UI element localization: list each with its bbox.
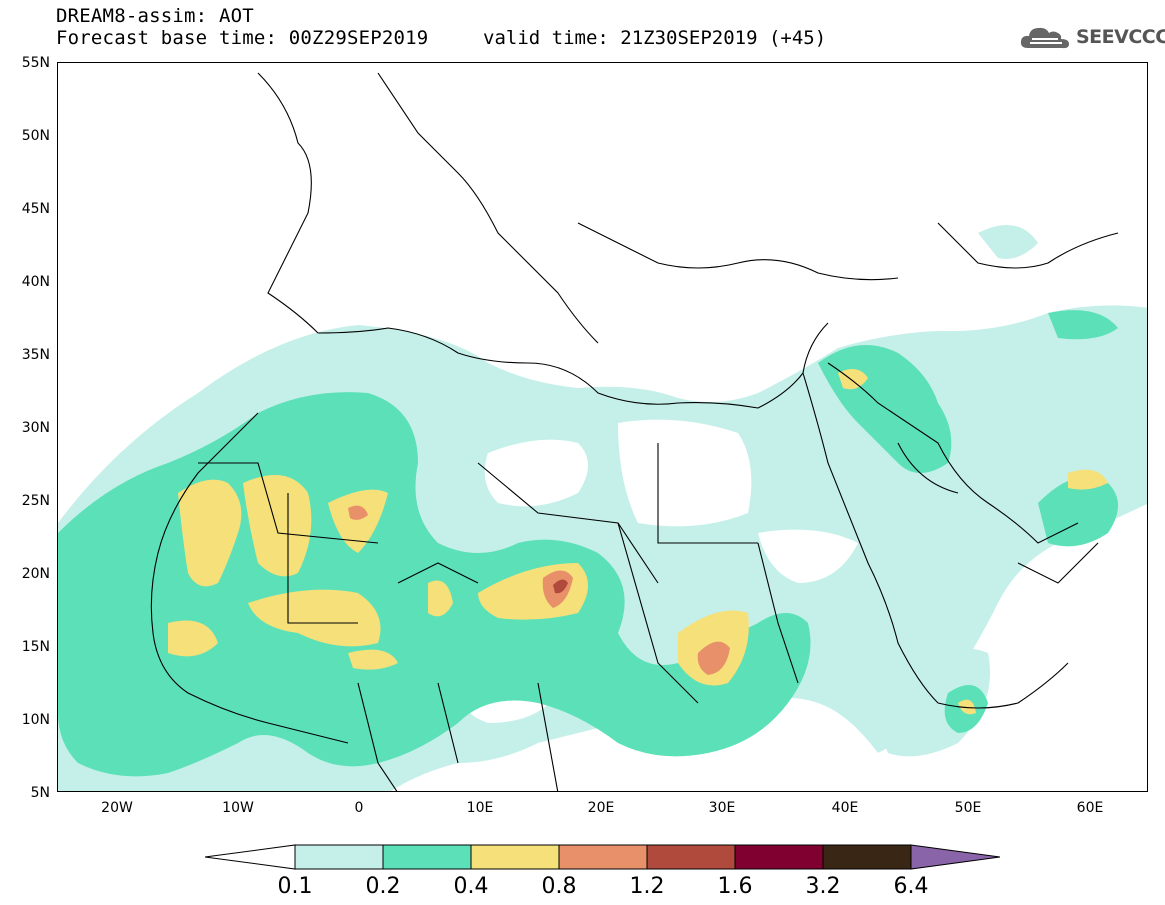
valid-time: valid time: 21Z30SEP2019 (+45) [483, 27, 827, 49]
colorbar-swatch [470, 844, 560, 870]
cloud-icon [1020, 27, 1069, 49]
lon-label: 50E [954, 800, 982, 816]
coastlines [150, 72, 1119, 791]
colorbar-high-arrow [910, 844, 1000, 870]
logo-text: SEEVCCC [1076, 26, 1165, 48]
colorbar-swatch [294, 844, 384, 870]
map-canvas [58, 72, 1147, 791]
colorbar-swatch [646, 844, 736, 870]
colorbar-label: 1.2 [629, 874, 665, 899]
lat-label: 15N [21, 639, 50, 655]
lat-label: 45N [21, 201, 50, 217]
colorbar-label: 3.2 [805, 874, 841, 899]
map-title: DREAM8-assim: AOT [56, 5, 254, 27]
colorbar-swatch [822, 844, 912, 870]
lat-label: 20N [21, 566, 50, 582]
lon-label: 10E [466, 800, 494, 816]
lon-label: 60E [1076, 800, 1104, 816]
colorbar-label: 0.4 [453, 874, 489, 899]
lat-label: 25N [21, 493, 50, 509]
lon-label: 30E [708, 800, 736, 816]
colorbar-swatch [382, 844, 472, 870]
aot-1.2-field [553, 579, 568, 594]
lon-label: 20E [587, 800, 615, 816]
colorbar-swatch [734, 844, 824, 870]
lat-label: 10N [21, 712, 50, 728]
lat-label: 5N [30, 785, 50, 801]
colorbar-label: 0.8 [541, 874, 577, 899]
colorbar-label: 0.1 [277, 874, 313, 899]
lat-label: 55N [21, 55, 50, 71]
aot-map [57, 62, 1148, 792]
lat-label: 30N [21, 420, 50, 436]
colorbar-swatch [558, 844, 648, 870]
colorbar-label: 0.2 [365, 874, 401, 899]
lon-label: 40E [831, 800, 859, 816]
lon-label: 20W [101, 800, 133, 816]
lon-label: 10W [222, 800, 254, 816]
colorbar-label: 6.4 [893, 874, 929, 899]
colorbar-low-arrow [205, 844, 296, 870]
colorbar [205, 844, 1000, 870]
lat-label: 50N [21, 128, 50, 144]
lat-label: 40N [21, 274, 50, 290]
lon-label: 0 [354, 800, 364, 816]
colorbar-label: 1.6 [717, 874, 753, 899]
lat-label: 35N [21, 347, 50, 363]
seevccc-logo: SEEVCCC [1018, 22, 1165, 54]
forecast-base-time: Forecast base time: 00Z29SEP2019 [56, 27, 429, 49]
